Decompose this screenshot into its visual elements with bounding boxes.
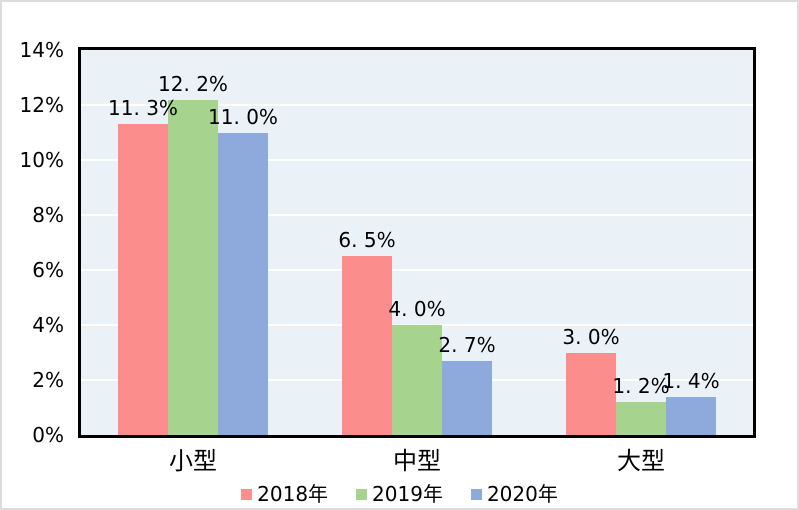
bar [118, 124, 168, 435]
bar [342, 256, 392, 435]
bar-value-label: 4. 0% [388, 297, 446, 321]
gridline [81, 104, 753, 106]
legend: 2018年 2019年 2020年 [2, 481, 797, 507]
y-axis-label: 0% [32, 423, 64, 447]
legend-label: 2019年 [372, 482, 443, 506]
legend-label: 2020年 [486, 482, 558, 506]
y-axis-label: 8% [32, 203, 64, 227]
y-axis-label: 10% [19, 148, 64, 172]
legend-item: 2019年 [356, 481, 443, 507]
legend-item: 2018年 [241, 481, 328, 507]
plot-area: 11. 3% 12. 2% 11. 0% 6. 5% 4. 0% 2. 7% 3. 0% 1.… [78, 47, 756, 438]
legend-swatch [356, 488, 368, 500]
bar-value-label: 1. 4% [662, 368, 720, 393]
bar-value-label: 2. 7% [438, 332, 496, 357]
legend-swatch [241, 488, 253, 500]
bar-value-label: 1. 2% [612, 374, 670, 398]
bar [442, 360, 492, 435]
bar [666, 396, 716, 435]
gridline [81, 159, 753, 161]
bar-value-label: 12. 2% [158, 71, 228, 96]
gridline [81, 269, 753, 271]
bar [392, 325, 442, 435]
bar [168, 99, 218, 435]
bar [218, 132, 268, 435]
gridline [81, 214, 753, 216]
legend-label: 2018年 [257, 482, 329, 506]
x-axis-label: 小型 [169, 447, 217, 475]
bar-value-label: 11. 0% [208, 104, 278, 129]
x-axis-label: 中型 [393, 447, 441, 475]
x-axis-label: 大型 [617, 447, 665, 475]
legend-swatch [470, 488, 482, 500]
bar-value-label: 11. 3% [108, 96, 178, 121]
legend-item: 2020年 [470, 481, 558, 507]
y-axis-label: 2% [32, 368, 64, 392]
bar-value-label: 6. 5% [338, 228, 396, 253]
y-axis-label: 4% [32, 313, 64, 337]
y-axis-label: 12% [19, 93, 64, 117]
y-axis-label: 6% [32, 258, 64, 282]
y-axis-label: 14% [19, 38, 64, 62]
bar [616, 402, 666, 435]
bar-value-label: 3. 0% [562, 324, 620, 349]
bar [566, 352, 616, 435]
